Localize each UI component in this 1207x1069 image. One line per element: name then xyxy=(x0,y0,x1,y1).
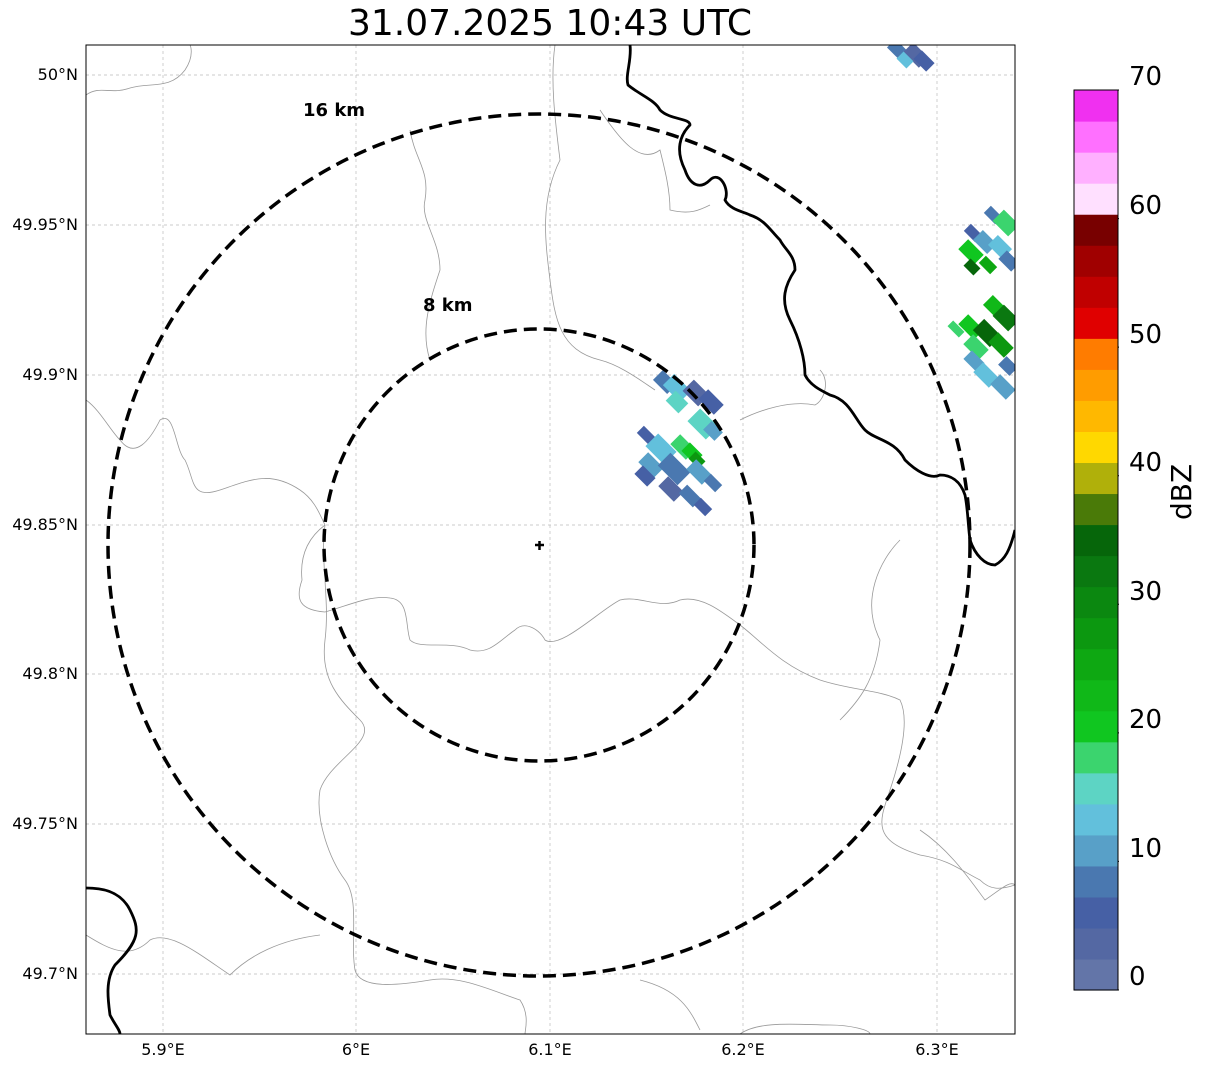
colorbar-label: dBZ xyxy=(1165,463,1198,520)
colorbar-swatch xyxy=(1074,555,1118,588)
lon-label-6-3: 6.3°E xyxy=(915,1040,959,1059)
colorbar-swatch xyxy=(1074,772,1118,805)
colorbar-swatch xyxy=(1074,679,1118,712)
colorbar-swatch xyxy=(1074,307,1118,339)
lat-label-49-7: 49.7°N xyxy=(22,964,78,983)
colorbar-swatch xyxy=(1074,462,1118,495)
colorbar-swatch xyxy=(1074,152,1118,184)
colorbar-tick-30: 30 xyxy=(1129,577,1163,607)
radar-echoes xyxy=(634,45,1015,517)
colorbar-swatch xyxy=(1074,90,1118,122)
lon-label-6: 6°E xyxy=(341,1040,371,1059)
colorbar xyxy=(1073,89,1119,991)
lat-label-49-8: 49.8°N xyxy=(22,664,78,683)
colorbar-tick-10: 10 xyxy=(1129,834,1163,864)
colorbar-swatch xyxy=(1074,214,1118,246)
colorbar-swatch xyxy=(1074,741,1118,774)
colorbar-frame xyxy=(1073,89,1119,991)
echo-cell-east-upper xyxy=(958,205,1015,276)
lon-label-6-1: 6.1°E xyxy=(528,1040,572,1059)
radar-map[interactable] xyxy=(0,0,1060,1069)
lat-label-49-75: 49.75°N xyxy=(12,814,78,833)
lat-label-50: 50°N xyxy=(37,65,78,84)
colorbar-swatch xyxy=(1074,493,1118,526)
echo-cell-central xyxy=(634,369,724,517)
grid-lines xyxy=(86,45,1015,1034)
colorbar-tick-70: 70 xyxy=(1129,62,1163,92)
colorbar-tick-0: 0 xyxy=(1129,962,1146,992)
colorbar-swatch xyxy=(1074,927,1118,960)
lat-label-49-95: 49.95°N xyxy=(12,215,78,234)
ring-label-8km: 8 km xyxy=(423,295,473,316)
map-title: 31.07.2025 10:43 UTC xyxy=(347,3,753,44)
ring-16km xyxy=(106,112,972,978)
admin-boundaries xyxy=(86,45,1015,1034)
colorbar-swatch xyxy=(1074,648,1118,681)
colorbar-swatch xyxy=(1074,121,1118,153)
lat-label-49-85: 49.85°N xyxy=(12,515,78,534)
colorbar-tick-50: 50 xyxy=(1129,320,1163,350)
colorbar-swatch xyxy=(1074,338,1118,370)
ring-8km xyxy=(322,327,756,763)
colorbar-swatch xyxy=(1074,183,1118,215)
colorbar-swatch xyxy=(1074,803,1118,836)
lon-label-6-2: 6.2°E xyxy=(721,1040,765,1059)
colorbar-swatch xyxy=(1074,400,1118,432)
colorbar-swatch xyxy=(1074,958,1118,991)
colorbar-swatch xyxy=(1074,369,1118,401)
colorbar-swatch xyxy=(1074,524,1118,557)
range-rings xyxy=(106,112,972,978)
lat-label-49-9: 49.9°N xyxy=(22,365,78,384)
echo-cell-north xyxy=(886,45,935,72)
colorbar-swatch xyxy=(1074,245,1118,277)
colorbar-swatch xyxy=(1074,586,1118,619)
plus-marker-icon xyxy=(535,541,544,550)
echo-cell-east-lower xyxy=(947,294,1015,400)
colorbar-swatch xyxy=(1074,617,1118,650)
colorbar-tick-20: 20 xyxy=(1129,705,1163,735)
colorbar-swatch xyxy=(1074,865,1118,898)
ring-label-16km: 16 km xyxy=(303,100,366,121)
colorbar-tick-40: 40 xyxy=(1129,448,1163,478)
map-frame xyxy=(85,44,1016,1035)
colorbar-swatch xyxy=(1074,276,1118,308)
colorbar-swatch xyxy=(1074,431,1118,464)
lon-label-5-9: 5.9°E xyxy=(141,1040,185,1059)
national-borders xyxy=(86,45,1015,1034)
colorbar-tick-60: 60 xyxy=(1129,191,1163,221)
colorbar-swatch xyxy=(1074,710,1118,743)
colorbar-swatch xyxy=(1074,896,1118,929)
colorbar-swatch xyxy=(1074,834,1118,867)
